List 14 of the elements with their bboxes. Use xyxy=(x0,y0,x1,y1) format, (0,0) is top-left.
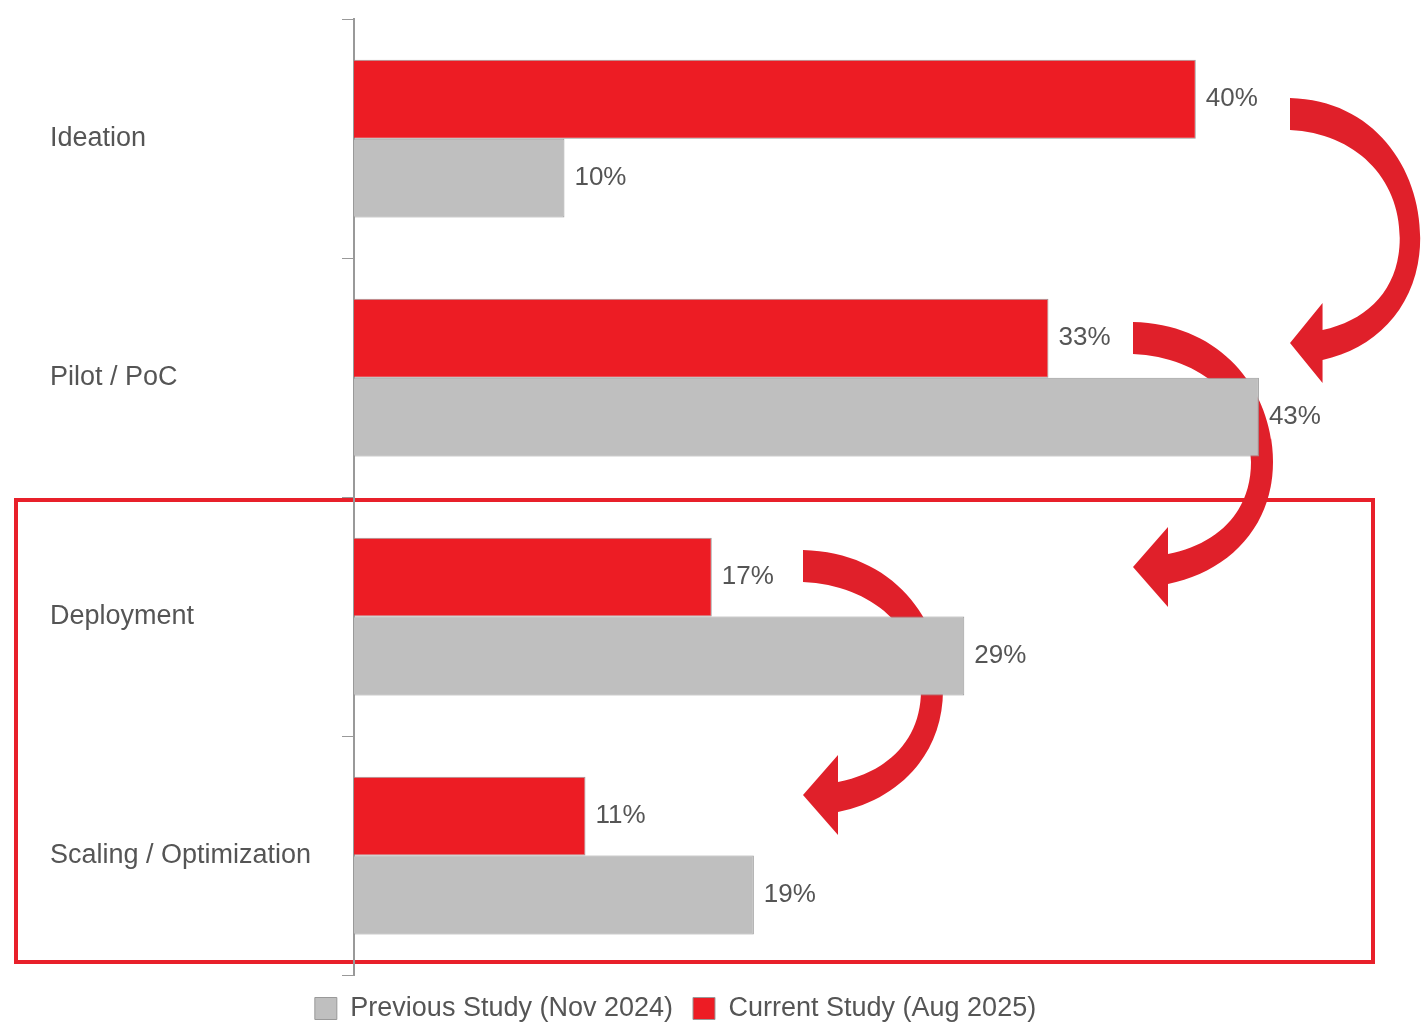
data-label: 17% xyxy=(721,560,774,591)
y-tick-label: Ideation xyxy=(50,122,147,153)
data-label: 10% xyxy=(574,161,627,192)
data-label: 40% xyxy=(1205,82,1258,113)
data-label: 33% xyxy=(1058,321,1111,352)
y-tick-label: Scaling / Optimization xyxy=(50,838,312,869)
legend-label: Previous Study (Nov 2024) xyxy=(350,991,673,1022)
y-tick-label: Pilot / PoC xyxy=(50,361,178,392)
y-tick-label: Deployment xyxy=(50,600,195,631)
data-label: 19% xyxy=(763,878,816,909)
legend-label: Current Study (Aug 2025) xyxy=(728,991,1037,1022)
data-label: 11% xyxy=(595,799,646,830)
data-label: 43% xyxy=(1268,400,1321,431)
data-label: 29% xyxy=(974,639,1027,670)
